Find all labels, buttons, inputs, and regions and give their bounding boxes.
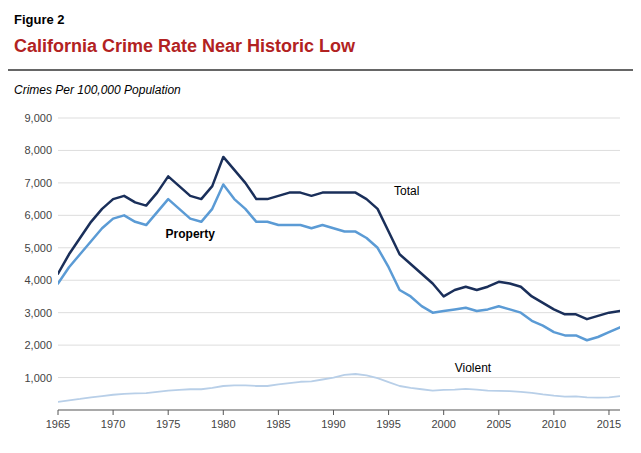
x-tick-label: 1970 <box>101 418 125 430</box>
x-tick <box>168 410 169 415</box>
x-tick <box>608 410 609 415</box>
x-tick <box>553 410 554 415</box>
x-tick-label: 1965 <box>46 418 70 430</box>
x-tick <box>58 410 59 415</box>
x-tick-label: 2005 <box>487 418 511 430</box>
grid-line <box>58 215 620 216</box>
x-tick <box>278 410 279 415</box>
series-line <box>58 157 620 319</box>
y-tick-label: 1,000 <box>24 372 52 384</box>
subtitle: Crimes Per 100,000 Population <box>14 83 181 97</box>
x-tick-label: 2000 <box>431 418 455 430</box>
x-tick <box>498 410 499 415</box>
y-tick-label: 2,000 <box>24 339 52 351</box>
chart: Figure 2 California Crime Rate Near Histo… <box>0 0 641 453</box>
grid-line <box>58 118 620 119</box>
grid-line <box>58 247 620 248</box>
grid-line <box>58 345 620 346</box>
x-tick-label: 2015 <box>597 418 621 430</box>
line-label: Property <box>166 227 216 241</box>
x-tick <box>223 410 224 415</box>
y-tick-label: 8,000 <box>24 144 52 156</box>
x-tick <box>443 410 444 415</box>
y-tick-label: 4,000 <box>24 274 52 286</box>
grid-line <box>58 280 620 281</box>
line-label: Violent <box>455 361 492 375</box>
grid-line <box>58 377 620 378</box>
figure-label: Figure 2 <box>14 12 65 27</box>
grid-line <box>58 312 620 313</box>
x-axis <box>58 409 620 410</box>
x-tick <box>333 410 334 415</box>
x-tick <box>388 410 389 415</box>
x-tick-label: 1980 <box>211 418 235 430</box>
line-label: Total <box>394 184 419 198</box>
x-tick <box>113 410 114 415</box>
x-tick-label: 1995 <box>376 418 400 430</box>
grid-line <box>58 182 620 183</box>
x-tick-label: 2010 <box>542 418 566 430</box>
x-tick-label: 1990 <box>321 418 345 430</box>
grid-line <box>58 150 620 151</box>
y-tick-label: 5,000 <box>24 242 52 254</box>
series-line <box>58 374 620 402</box>
y-tick-label: 6,000 <box>24 209 52 221</box>
title: California Crime Rate Near Historic Low <box>14 36 356 56</box>
y-tick-label: 9,000 <box>24 112 52 124</box>
title-separator <box>8 69 633 71</box>
y-tick-label: 3,000 <box>24 307 52 319</box>
series-line <box>58 185 620 341</box>
grid <box>58 118 620 378</box>
x-tick-label: 1985 <box>266 418 290 430</box>
lines <box>58 157 620 402</box>
y-tick-label: 7,000 <box>24 177 52 189</box>
x-tick-label: 1975 <box>156 418 180 430</box>
